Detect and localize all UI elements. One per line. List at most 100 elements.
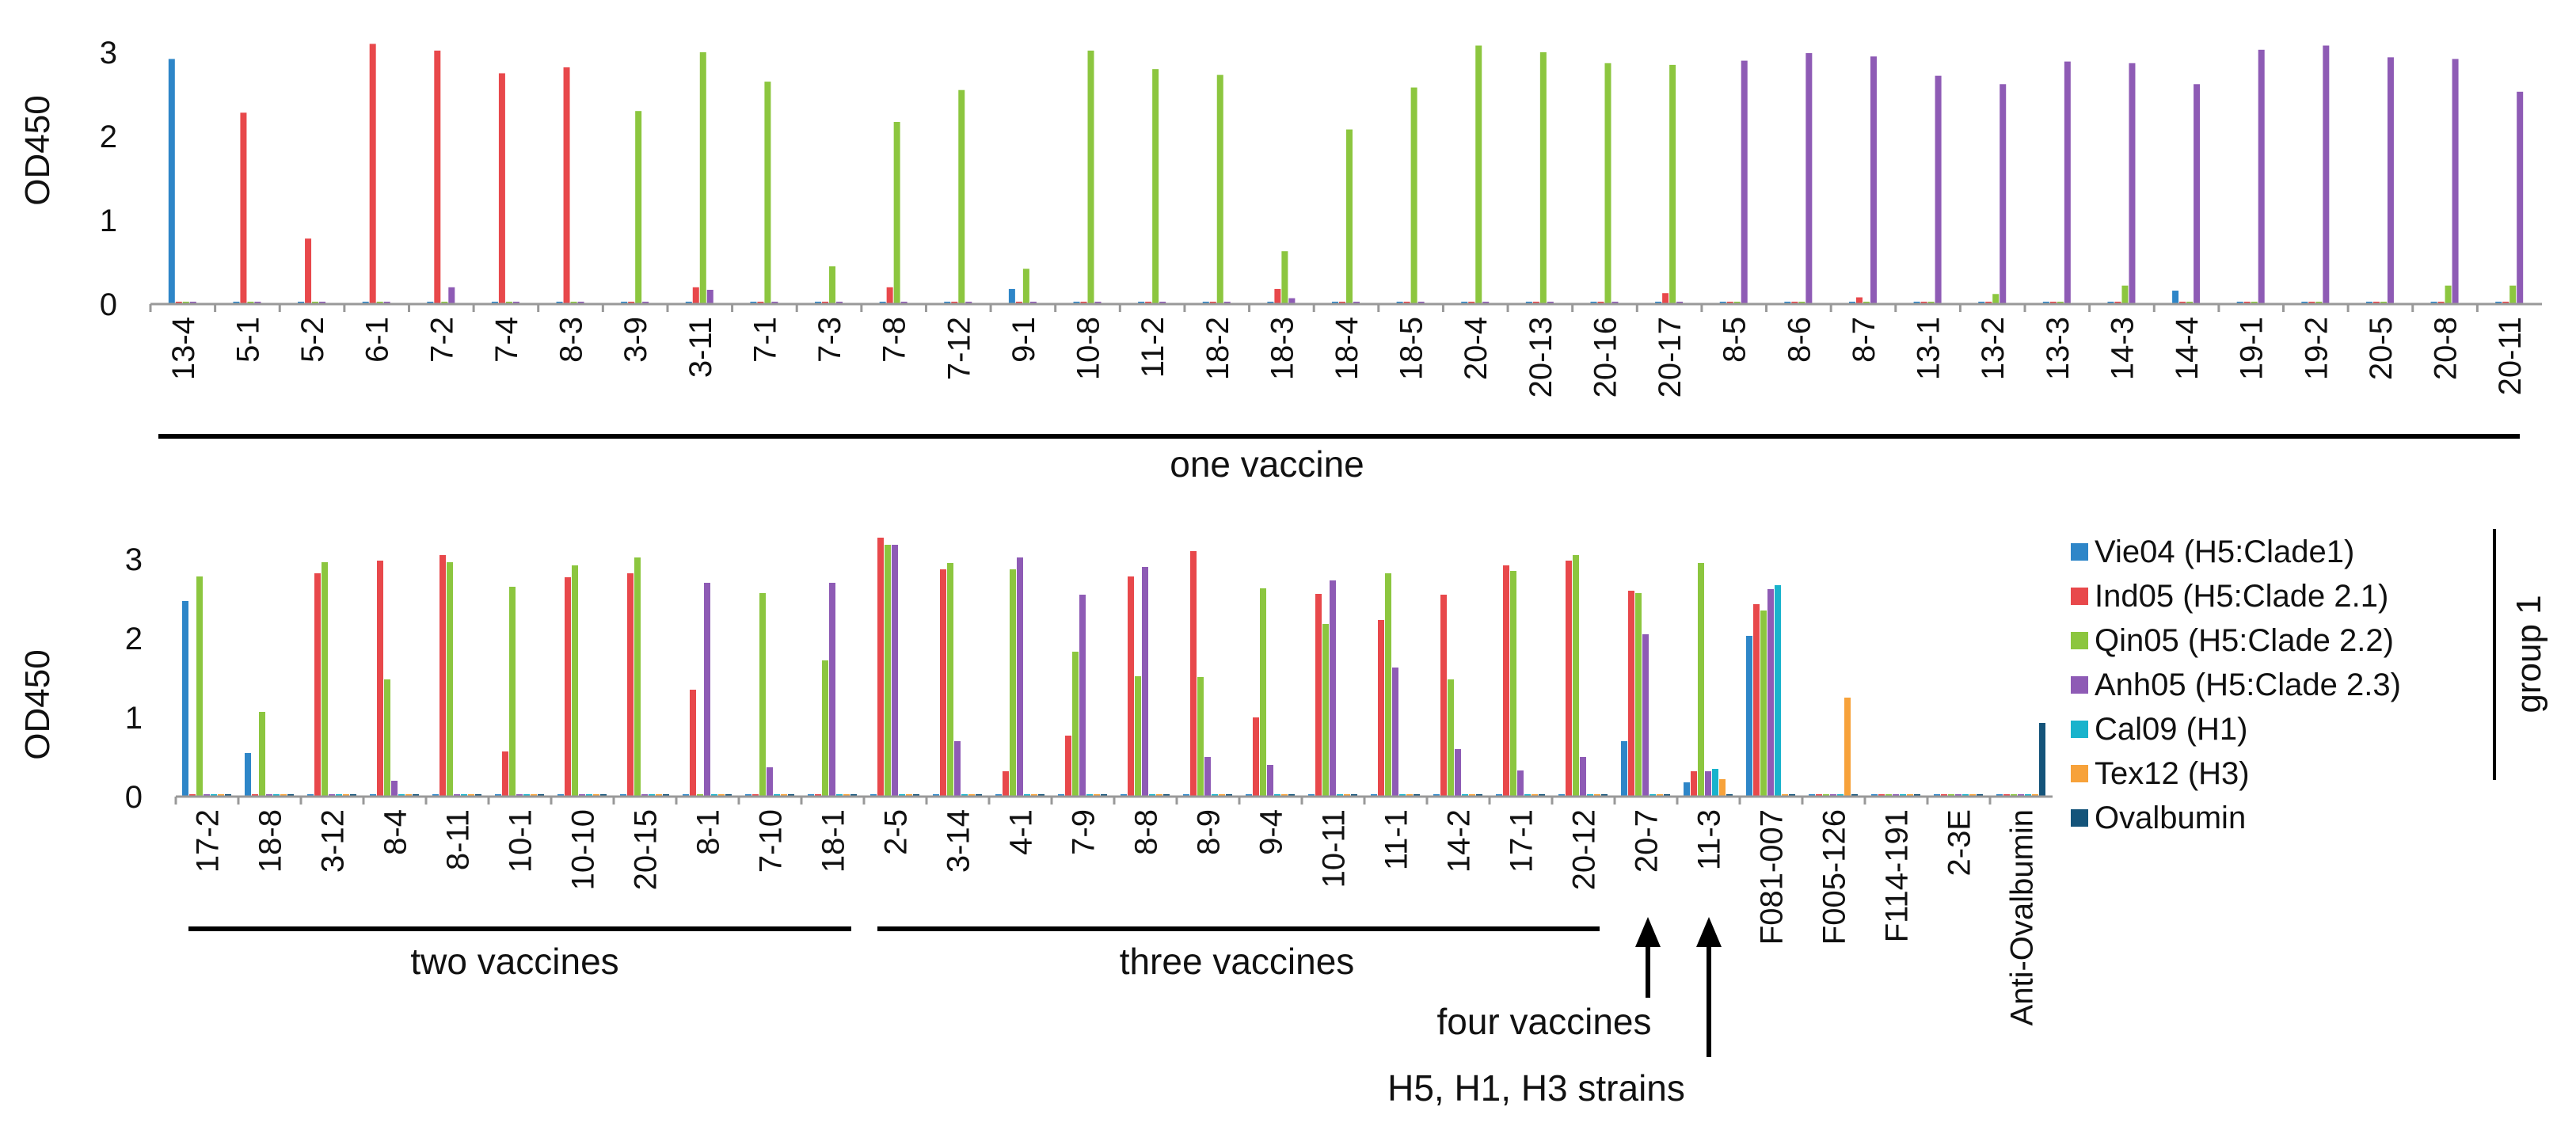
legend-item-tex12: Tex12 (H3) — [2071, 756, 2250, 791]
legend-label-cal09: Cal09 (H1) — [2095, 712, 2247, 747]
bot-bar-17-1-ind05 — [1503, 565, 1509, 797]
bot-bar-9-4-qin05 — [1260, 588, 1266, 797]
bot-bar-f081-007-vie04 — [1746, 636, 1752, 797]
top-x-label-7-1: 7-1 — [748, 317, 782, 363]
top-y-tick-3: 3 — [100, 36, 117, 70]
bottom-y-axis-label: OD450 — [18, 649, 57, 759]
bot-bar-f081-007-cal09 — [1775, 585, 1781, 797]
bot-bar-3-14-anh05 — [954, 741, 961, 797]
top-y-tick-1: 1 — [100, 204, 117, 238]
top-x-label-18-4: 18-4 — [1330, 317, 1364, 380]
top-bar-3-11-qin05 — [699, 52, 706, 304]
top-bar-7-8-qin05 — [893, 121, 900, 304]
top-bar-7-4-ind05 — [498, 73, 505, 304]
top-x-label-11-2: 11-2 — [1136, 317, 1170, 378]
bot-bar-11-3-qin05 — [1698, 563, 1704, 797]
bot-bar-8-11-ind05 — [439, 555, 446, 797]
top-x-label-8-7: 8-7 — [1847, 317, 1882, 363]
top-x-label-7-2: 7-2 — [424, 317, 459, 363]
bot-bar-20-12-anh05 — [1580, 757, 1586, 797]
bot-bar-f081-007-ind05 — [1753, 604, 1760, 797]
top-bar-14-3-qin05 — [2121, 285, 2129, 304]
top-x-label-6-1: 6-1 — [360, 317, 395, 363]
top-bar-20-17-qin05 — [1669, 64, 1676, 305]
legend-label-tex12: Tex12 (H3) — [2095, 756, 2250, 791]
top-bar-7-8-ind05 — [886, 287, 893, 304]
top-chart: 0 1 2 3 13-4 5-1 5-2 6-1 7-2 7-4 8-3 3-9 3-11 7-1 7-3… — [18, 36, 2542, 485]
bot-bar-9-4-ind05 — [1253, 717, 1259, 797]
bot-x-label-8-8: 8-8 — [1129, 809, 1164, 855]
top-bar-7-3-qin05 — [829, 266, 836, 304]
bot-bar-8-1-ind05 — [690, 690, 696, 797]
top-bar-8-7-anh05 — [1870, 56, 1877, 305]
bot-bar-4-1-anh05 — [1017, 557, 1023, 797]
bot-bar-20-12-qin05 — [1573, 555, 1579, 797]
top-bar-20-8-anh05 — [2452, 59, 2459, 304]
top-bar-14-3-anh05 — [2129, 63, 2136, 304]
bot-bar-11-3-vie04 — [1684, 782, 1690, 797]
bot-bar-20-12-ind05 — [1566, 561, 1572, 797]
top-bar-8-6-anh05 — [1805, 53, 1813, 304]
strains-label: H5, H1, H3 strains — [1387, 1067, 1685, 1109]
bot-y-tick-2: 2 — [125, 622, 143, 656]
bot-bar-14-2-qin05 — [1448, 679, 1454, 797]
bot-x-label-17-2: 17-2 — [191, 809, 226, 873]
top-bar-20-5-anh05 — [2387, 57, 2394, 305]
legend-swatch-ovalbumin — [2071, 809, 2088, 827]
bot-bar-11-3-tex12 — [1719, 779, 1726, 797]
top-bar-9-1-vie04 — [1008, 288, 1015, 304]
legend: Vie04 (H5:Clade1) Ind05 (H5:Clade 2.1) Qin… — [2071, 534, 2401, 835]
bot-bar-8-4-qin05 — [384, 679, 390, 797]
top-x-label-20-8: 20-8 — [2429, 317, 2464, 380]
legend-item-qin05: Qin05 (H5:Clade 2.2) — [2071, 623, 2394, 658]
bot-bar-f005-126-tex12 — [1844, 698, 1851, 797]
bot-bar-7-10-qin05 — [759, 593, 766, 797]
top-bar-18-2-qin05 — [1216, 74, 1223, 305]
top-bar-3-11-anh05 — [706, 289, 713, 304]
bot-bar-8-4-ind05 — [377, 561, 383, 797]
bot-bar-14-2-anh05 — [1455, 749, 1461, 797]
bot-bar-11-3-cal09 — [1712, 769, 1718, 797]
bot-x-label-2-5: 2-5 — [879, 809, 914, 855]
bot-bar-3-12-qin05 — [322, 562, 328, 797]
two-vaccines-label: two vaccines — [410, 941, 618, 982]
bot-bar-20-15-qin05 — [634, 557, 641, 797]
bot-x-label-20-15: 20-15 — [629, 809, 664, 890]
bot-bar-18-1-anh05 — [829, 583, 835, 797]
bot-bar-8-4-anh05 — [391, 781, 398, 797]
legend-item-ovalbumin: Ovalbumin — [2071, 801, 2246, 835]
bot-bar-11-1-ind05 — [1378, 620, 1384, 797]
bot-bar-8-9-qin05 — [1197, 677, 1204, 797]
top-bar-20-13-qin05 — [1539, 52, 1547, 304]
top-bar-13-3-anh05 — [2064, 61, 2071, 304]
legend-swatch-anh05 — [2071, 676, 2088, 694]
bot-x-label-17-1: 17-1 — [1505, 809, 1539, 873]
top-bar-10-8-qin05 — [1087, 50, 1094, 304]
bot-x-label-2-3e: 2-3E — [1942, 809, 1977, 877]
bot-bar-11-3-anh05 — [1705, 771, 1711, 797]
legend-label-ovalbumin: Ovalbumin — [2095, 801, 2246, 835]
bot-bar-10-1-qin05 — [509, 587, 516, 797]
top-bar-20-11-anh05 — [2517, 91, 2524, 304]
bot-bar-17-1-anh05 — [1517, 770, 1524, 797]
bot-bar-8-9-ind05 — [1190, 551, 1197, 797]
four-vaccines-arrow — [1635, 917, 1661, 998]
top-bar-18-3-anh05 — [1288, 298, 1296, 304]
bot-bar-20-15-ind05 — [627, 573, 634, 797]
top-bar-14-4-vie04 — [2172, 291, 2179, 304]
legend-label-vie04: Vie04 (H5:Clade1) — [2095, 534, 2354, 569]
top-bar-11-2-qin05 — [1152, 69, 1159, 304]
top-x-label-18-2: 18-2 — [1200, 317, 1235, 380]
bot-bar-17-1-qin05 — [1510, 571, 1516, 797]
bot-bar-20-7-anh05 — [1642, 634, 1649, 797]
group1-label: group 1 — [2509, 595, 2548, 713]
bot-y-tick-3: 3 — [125, 542, 143, 577]
bot-y-tick-0: 0 — [125, 780, 143, 815]
top-x-label-18-3: 18-3 — [1265, 317, 1299, 380]
top-x-label-20-5: 20-5 — [2364, 317, 2399, 380]
legend-item-cal09: Cal09 (H1) — [2071, 712, 2247, 747]
top-x-label-19-2: 19-2 — [2299, 317, 2334, 380]
top-x-label-10-8: 10-8 — [1071, 317, 1106, 380]
legend-item-anh05: Anh05 (H5:Clade 2.3) — [2071, 668, 2401, 702]
legend-label-qin05: Qin05 (H5:Clade 2.2) — [2095, 623, 2394, 658]
